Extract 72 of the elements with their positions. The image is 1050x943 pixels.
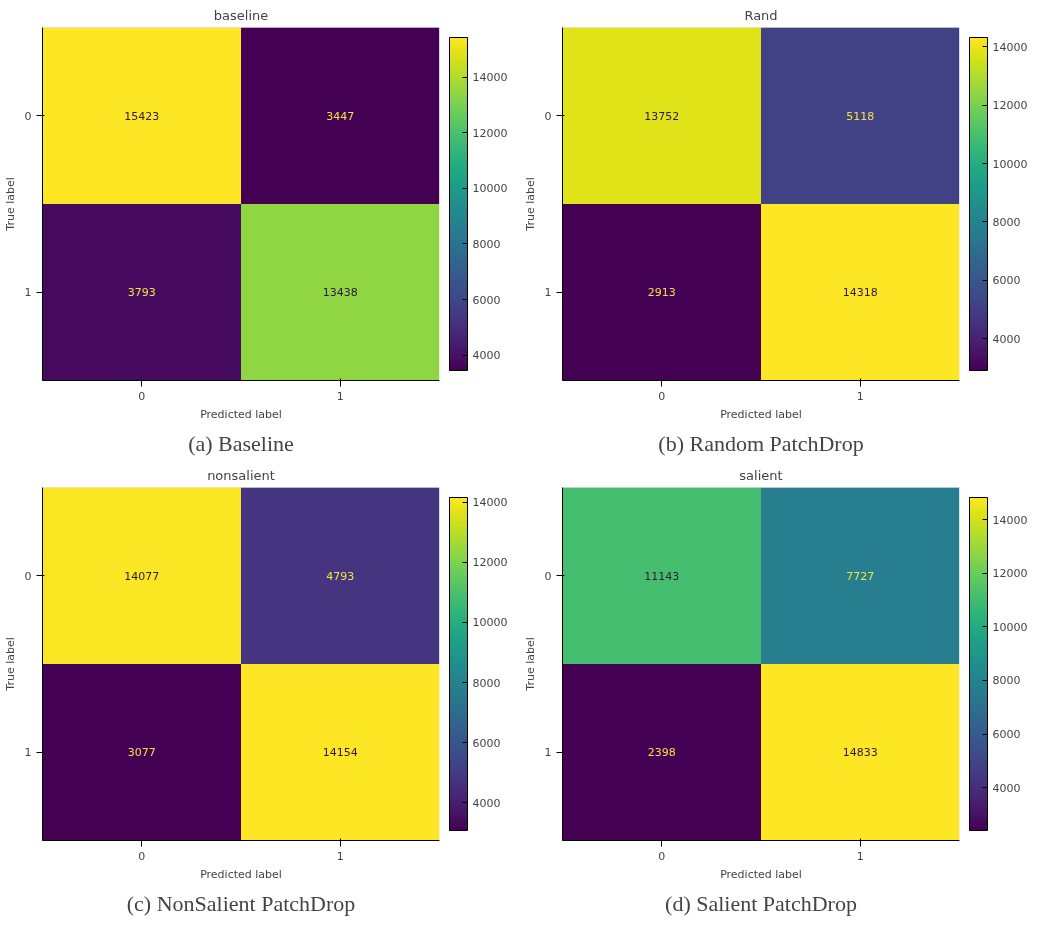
x-tick-label: 0 bbox=[658, 849, 666, 863]
color-bar-label: 14000 bbox=[992, 513, 1028, 527]
x-axis-title: Predicted label bbox=[200, 407, 282, 421]
data-label: 5118 bbox=[846, 109, 875, 123]
chart-title: salient bbox=[739, 467, 783, 483]
data-label: 7727 bbox=[846, 569, 875, 583]
color-bar-label: 4000 bbox=[992, 781, 1021, 795]
color-bar-label: 6000 bbox=[472, 293, 501, 307]
data-label: 3447 bbox=[326, 109, 355, 123]
color-bar-label: 6000 bbox=[992, 274, 1021, 288]
chart-title: Rand bbox=[744, 7, 778, 23]
y-tick-label: 0 bbox=[544, 569, 552, 583]
data-label: 3077 bbox=[127, 746, 156, 760]
data-label: 11143 bbox=[644, 569, 680, 583]
y-tick-label: 0 bbox=[24, 569, 32, 583]
data-label: 14077 bbox=[124, 569, 160, 583]
color-bar-label: 4000 bbox=[472, 796, 501, 810]
color-bar-label: 8000 bbox=[992, 674, 1021, 688]
y-tick-label: 0 bbox=[24, 109, 32, 123]
color-bar-label: 6000 bbox=[992, 728, 1021, 742]
y-tick-label: 0 bbox=[544, 109, 552, 123]
color-bar-label: 8000 bbox=[992, 215, 1021, 229]
color-bar-label: 14000 bbox=[472, 496, 508, 510]
y-tick-label: 1 bbox=[24, 286, 32, 300]
color-bar-label: 8000 bbox=[472, 237, 501, 251]
color-bar-label: 8000 bbox=[472, 676, 501, 690]
x-axis-title: Predicted label bbox=[720, 407, 802, 421]
data-label: 14318 bbox=[842, 286, 878, 300]
data-label: 2913 bbox=[647, 286, 676, 300]
color-bar-label: 12000 bbox=[992, 99, 1028, 113]
data-label: 14154 bbox=[322, 746, 358, 760]
y-tick-label: 1 bbox=[24, 746, 32, 760]
x-tick-label: 1 bbox=[856, 389, 864, 403]
y-axis-title: True label bbox=[3, 637, 17, 692]
color-bar-label: 6000 bbox=[472, 736, 501, 750]
text: (d) Salient PatchDrop bbox=[665, 890, 857, 916]
x-tick-label: 1 bbox=[336, 389, 344, 403]
color-bar-label: 14000 bbox=[992, 40, 1028, 54]
y-axis-title: True label bbox=[523, 177, 537, 232]
data-label: 14833 bbox=[842, 746, 878, 760]
x-tick-label: 1 bbox=[856, 849, 864, 863]
data-label: 13438 bbox=[322, 286, 358, 300]
color-bar-label: 10000 bbox=[472, 182, 508, 196]
x-tick-label: 0 bbox=[658, 389, 666, 403]
color-bar-label: 14000 bbox=[472, 71, 508, 85]
data-label: 15423 bbox=[124, 109, 160, 123]
color-bar-label: 10000 bbox=[992, 620, 1028, 634]
x-axis-title: Predicted label bbox=[200, 867, 282, 881]
x-tick-label: 1 bbox=[336, 849, 344, 863]
y-axis-title: True label bbox=[523, 637, 537, 692]
chart-title: baseline bbox=[213, 7, 269, 23]
color-bar-label: 4000 bbox=[992, 332, 1021, 346]
x-axis-title: Predicted label bbox=[720, 867, 802, 881]
x-tick-label: 0 bbox=[138, 389, 146, 403]
color-bar-label: 12000 bbox=[472, 556, 508, 570]
y-tick-label: 1 bbox=[544, 746, 552, 760]
color-bar-label: 10000 bbox=[992, 157, 1028, 171]
color-bar-label: 12000 bbox=[472, 126, 508, 140]
data-label: 13752 bbox=[644, 109, 680, 123]
data-label: 2398 bbox=[647, 746, 676, 760]
text: (a) Baseline bbox=[188, 430, 294, 456]
color-bar-label: 10000 bbox=[472, 616, 508, 630]
x-tick-label: 0 bbox=[138, 849, 146, 863]
y-tick-label: 1 bbox=[544, 286, 552, 300]
data-label: 3793 bbox=[127, 286, 156, 300]
color-bar-label: 12000 bbox=[992, 567, 1028, 581]
data-label: 4793 bbox=[326, 569, 355, 583]
color-bar-label: 4000 bbox=[472, 349, 501, 363]
chart-title: nonsalient bbox=[207, 467, 275, 483]
text: (b) Random PatchDrop bbox=[658, 430, 864, 456]
y-axis-title: True label bbox=[3, 177, 17, 232]
text: (c) NonSalient PatchDrop bbox=[126, 890, 356, 916]
